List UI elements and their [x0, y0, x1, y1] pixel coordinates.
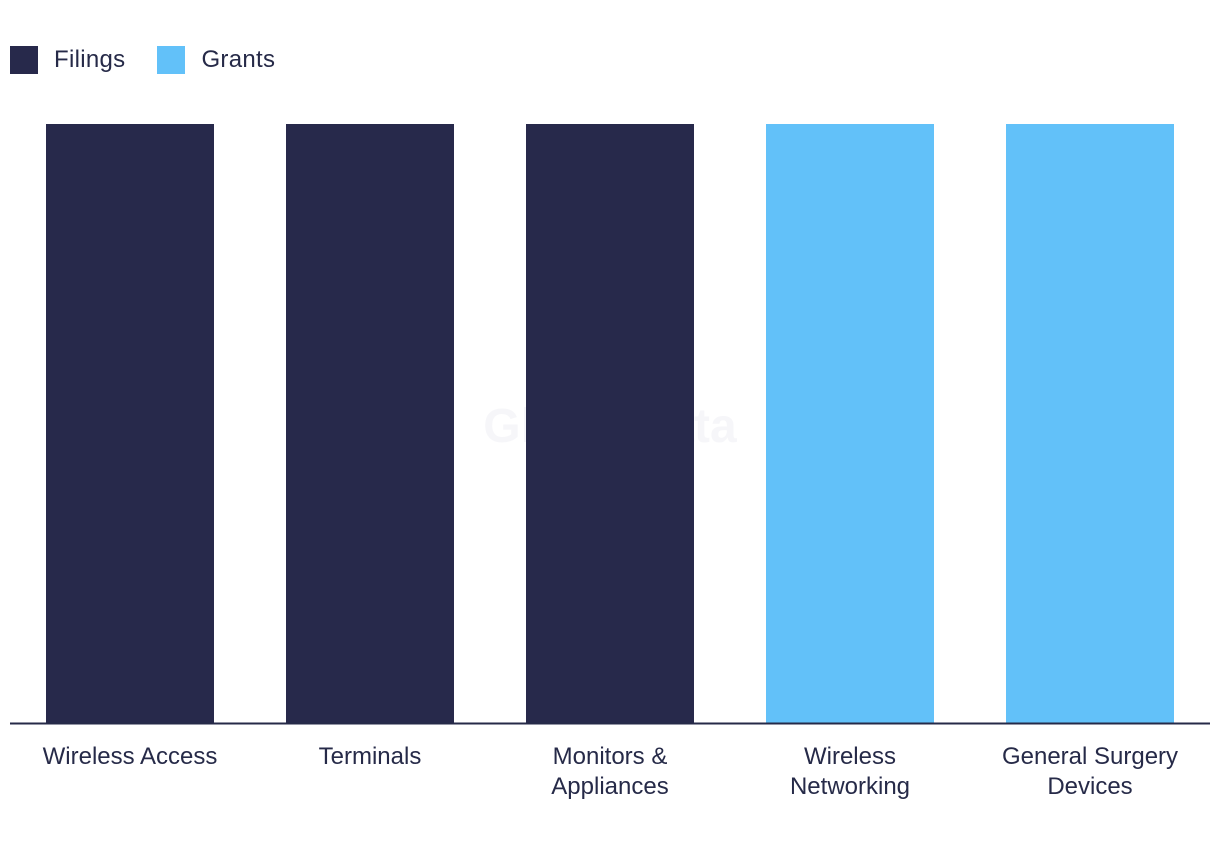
legend-label-grants: Grants [201, 46, 276, 73]
category-label-4: General Surgery Devices [1002, 743, 1178, 800]
legend-swatch-filings [10, 46, 38, 74]
category-label-line: Wireless [804, 743, 896, 770]
category-label-line: Devices [1047, 773, 1132, 800]
legend: Filings Grants [10, 40, 307, 80]
category-label-3: Wireless Networking [790, 743, 910, 800]
category-label-line: General Surgery [1002, 743, 1178, 770]
category-label-line: Networking [790, 773, 910, 800]
category-label-1: Terminals [319, 743, 422, 770]
legend-label-filings: Filings [54, 46, 126, 73]
bar-0 [46, 124, 214, 723]
category-labels-group: Wireless Access Terminals Monitors & Applia… [43, 743, 1178, 800]
category-label-0: Wireless Access [43, 743, 218, 770]
category-label-line: Wireless Access [43, 743, 218, 770]
bar-2 [526, 124, 694, 723]
category-label-2: Monitors & Appliances [551, 743, 668, 800]
category-label-line: Terminals [319, 743, 422, 770]
bars-group [46, 124, 1174, 723]
legend-swatch-grants [157, 46, 186, 74]
bar-4 [1006, 124, 1174, 723]
bar-1 [286, 124, 454, 723]
bar-3 [766, 124, 934, 723]
legend-item-grants: Grants [157, 46, 275, 74]
category-label-line: Appliances [551, 773, 668, 800]
legend-item-filings: Filings [10, 46, 125, 74]
category-label-line: Monitors & [553, 743, 668, 770]
